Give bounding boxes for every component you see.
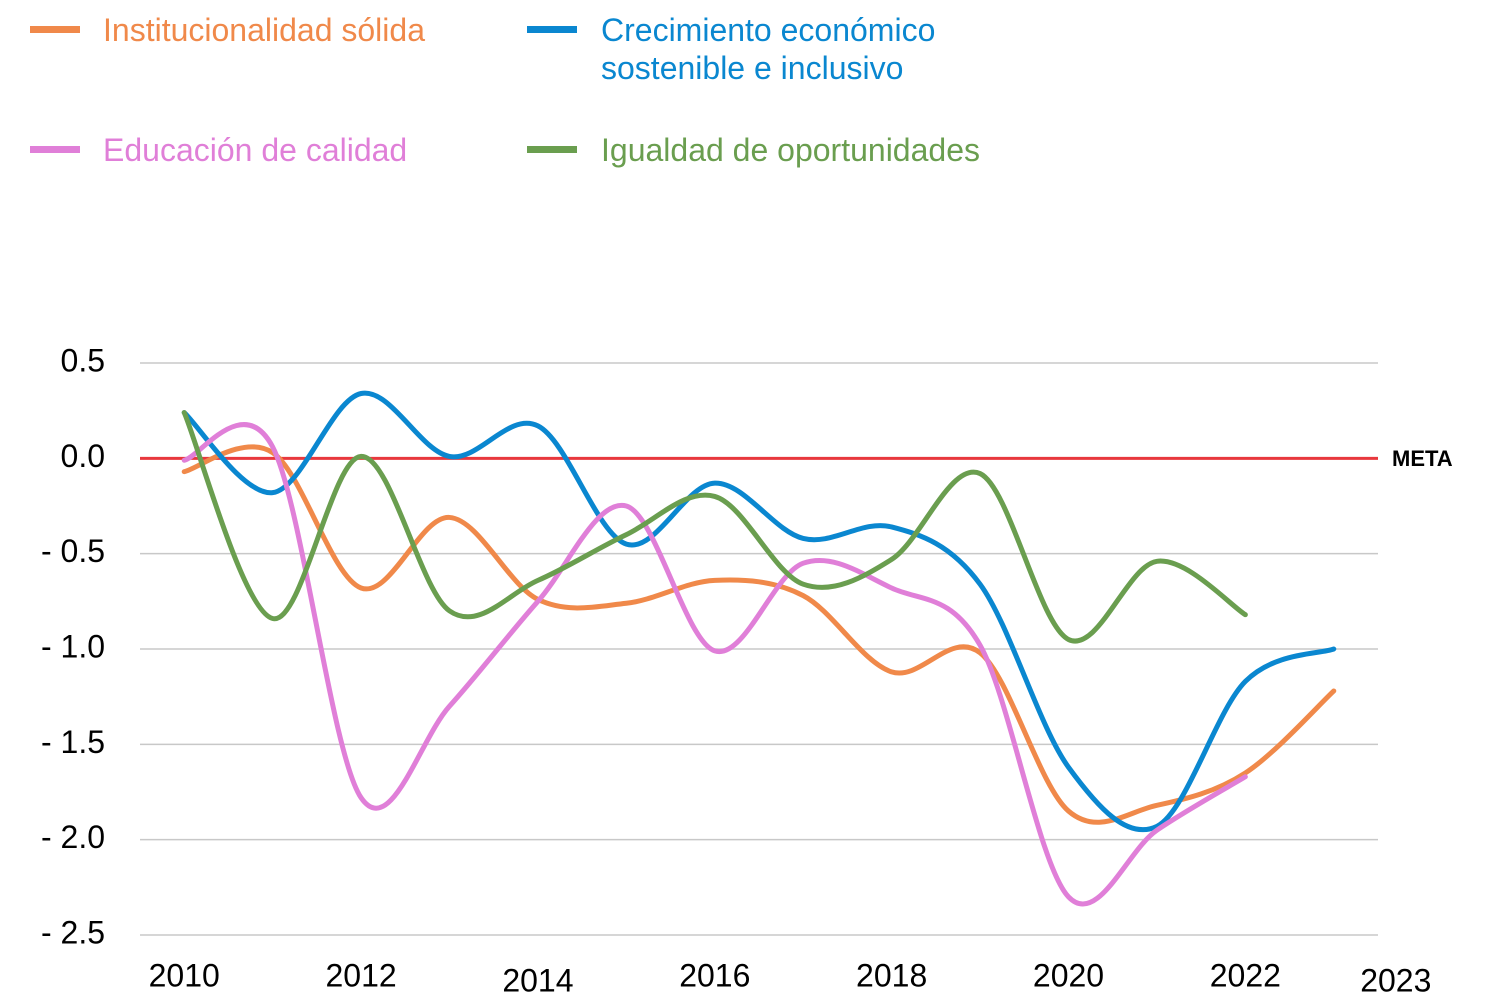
legend-label: Educación de calidad — [103, 132, 408, 168]
series-line — [181, 410, 1248, 644]
x-tick-label: 2020 — [1033, 957, 1104, 993]
x-tick-label: 2012 — [325, 957, 396, 993]
x-tick-label: 2018 — [856, 957, 927, 993]
legend-label: Institucionalidad sólida — [103, 12, 425, 48]
legend-label: Crecimiento económico sostenible e inclu… — [601, 12, 936, 86]
series-line — [181, 422, 1248, 907]
y-tick-label: - 0.5 — [41, 533, 105, 569]
legend-label: Igualdad de oportunidades — [601, 132, 980, 168]
legend-swatch — [30, 146, 80, 153]
legend-swatch — [527, 146, 577, 153]
legend-swatch — [527, 26, 577, 33]
series-line — [181, 444, 1337, 825]
y-tick-label: - 2.0 — [41, 819, 105, 855]
reference-label: META — [1392, 446, 1453, 471]
y-tick-label: - 1.0 — [41, 628, 105, 664]
y-tick-label: 0.0 — [61, 438, 105, 474]
x-tick-label: 2023 — [1360, 962, 1431, 998]
y-tick-label: 0.5 — [61, 342, 105, 378]
x-tick-label: 2016 — [679, 957, 750, 993]
y-tick-label: - 2.5 — [41, 914, 105, 950]
series-line — [181, 390, 1337, 833]
legend-swatch — [30, 26, 80, 33]
y-tick-label: - 1.5 — [41, 724, 105, 760]
x-tick-label: 2022 — [1210, 957, 1281, 993]
x-tick-label: 2014 — [502, 962, 573, 998]
x-tick-label: 2010 — [149, 957, 220, 993]
